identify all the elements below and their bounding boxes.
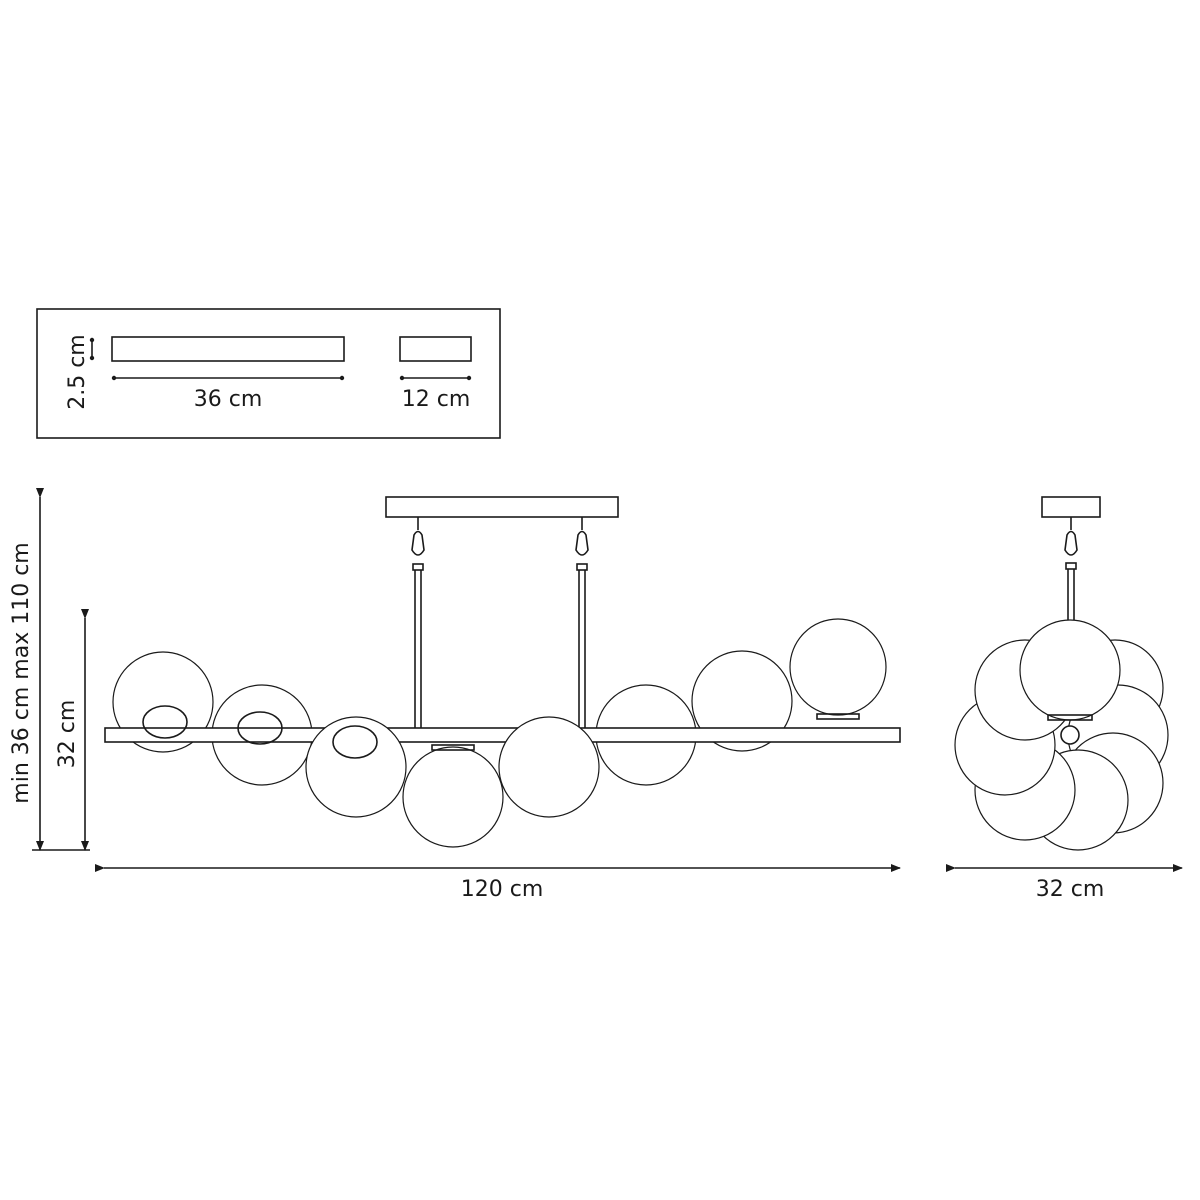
globe-holder	[816, 713, 860, 720]
globe	[691, 650, 793, 752]
globe-holder	[431, 744, 475, 751]
center-hub	[1060, 725, 1080, 745]
front-view: min 36 cm max 110 cm 32 cm 120 cm	[9, 488, 901, 902]
suspension-right	[575, 517, 589, 728]
ceiling-canopy	[385, 496, 619, 518]
suspension-left	[411, 517, 425, 728]
inset-frame	[36, 308, 501, 439]
total-width-label: 120 cm	[461, 877, 544, 902]
globe	[498, 716, 600, 818]
globe	[1019, 619, 1121, 721]
globe-holder	[237, 711, 283, 745]
horizontal-bar	[104, 727, 901, 743]
globe-holder	[332, 725, 378, 759]
globe-holder	[142, 705, 188, 739]
side-width-label: 32 cm	[1036, 877, 1105, 902]
canopy-inset: 2.5 cm 36 cm 12 cm	[36, 308, 501, 439]
globe	[305, 716, 407, 818]
total-height-label: min 36 cm max 110 cm	[9, 542, 34, 803]
body-height-label: 32 cm	[55, 700, 80, 769]
canopy-width-label: 12 cm	[402, 387, 471, 412]
side-view: 32 cm	[946, 496, 1183, 902]
canopy-top-view	[111, 336, 345, 362]
globes-behind	[112, 618, 887, 786]
side-canopy	[1041, 496, 1101, 518]
globe	[402, 746, 504, 848]
canopy-length-label: 36 cm	[194, 387, 263, 412]
canopy-height-label: 2.5 cm	[65, 334, 90, 410]
globe	[112, 651, 214, 753]
globes-front	[142, 705, 860, 848]
canopy-side-view	[399, 336, 472, 362]
globe-holder	[1047, 714, 1093, 721]
globe	[789, 618, 887, 716]
